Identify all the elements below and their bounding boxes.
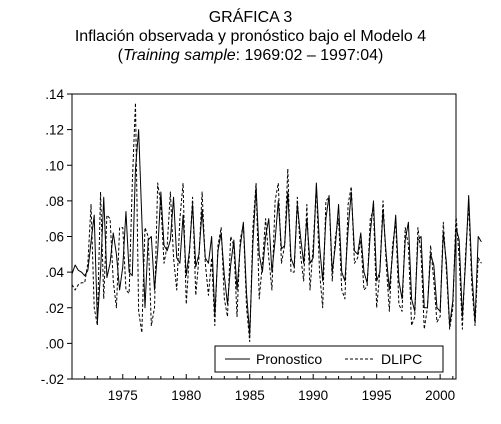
- legend-label-pronostico: Pronostico: [256, 351, 322, 367]
- series-layer: [71, 102, 482, 343]
- x-tick-label: 1985: [235, 388, 265, 403]
- sample-note-rest: : 1969:02 – 1997:04): [235, 47, 384, 64]
- y-tick-label: .14: [45, 87, 64, 102]
- x-tick-label: 1975: [108, 388, 138, 403]
- y-tick-label: .02: [45, 301, 64, 316]
- legend: Pronostico DLIPC: [214, 345, 444, 373]
- sample-note-italic: Training sample: [123, 47, 236, 64]
- y-tick-label: .08: [45, 194, 64, 209]
- y-tick-label: .04: [45, 265, 64, 280]
- series-line-pronostico: [71, 129, 482, 335]
- chart-titles: GRÁFICA 3 Inflación observada y pronósti…: [0, 8, 501, 65]
- x-tick-label: 1995: [362, 388, 392, 403]
- x-axis: 1975 1980 1985 1990 1995 2000: [71, 374, 455, 403]
- y-axis: .14 .12 .10 .08 .06 .04 .02 .00 -.02: [41, 87, 72, 387]
- chart-subtitle: Inflación observada y pronóstico bajo el…: [74, 28, 427, 45]
- sample-note-open: (: [117, 47, 123, 64]
- series-line-dlipc: [71, 102, 482, 343]
- x-tick-label: 2000: [425, 388, 455, 403]
- y-tick-label: .00: [45, 336, 64, 351]
- legend-box: [214, 345, 444, 373]
- y-tick-label: -.02: [41, 372, 64, 387]
- x-tick-label: 1980: [171, 388, 201, 403]
- y-tick-label: .10: [45, 158, 64, 173]
- y-tick-label: .12: [45, 123, 64, 138]
- x-tick-label: 1990: [298, 388, 328, 403]
- legend-label-dlipc: DLIPC: [381, 351, 422, 367]
- chart-title: GRÁFICA 3: [208, 9, 293, 26]
- plot-frame: [71, 93, 457, 380]
- chart-sample-note: (Training sample: 1969:02 – 1997:04): [0, 46, 501, 65]
- y-tick-label: .06: [45, 230, 64, 245]
